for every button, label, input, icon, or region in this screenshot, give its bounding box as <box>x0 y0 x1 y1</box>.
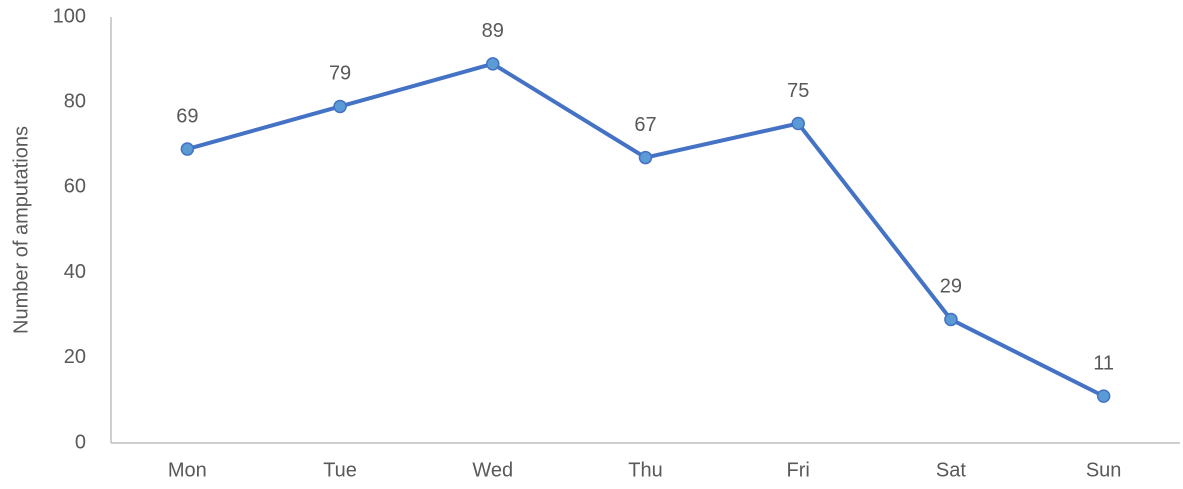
data-point <box>180 142 195 156</box>
data-label: 69 <box>176 105 198 127</box>
y-axis-title: Number of amputations <box>10 126 32 334</box>
data-label: 75 <box>787 80 809 102</box>
data-point <box>944 312 958 327</box>
data-label: 11 <box>1093 352 1114 374</box>
x-tick-label: Tue <box>323 459 357 481</box>
data-point <box>486 57 500 71</box>
x-tick-label: Sun <box>1086 459 1122 481</box>
x-tick-label: Thu <box>628 459 662 481</box>
y-tick-label: 0 <box>75 431 86 453</box>
data-label: 67 <box>634 114 656 136</box>
data-label: 89 <box>482 20 504 42</box>
y-tick-label: 100 <box>53 5 86 27</box>
data-point <box>333 99 347 114</box>
x-tick-label: Fri <box>787 459 810 481</box>
x-tick-label: Sat <box>936 459 966 481</box>
y-tick-label: 80 <box>64 90 86 112</box>
x-tick-label: Mon <box>168 459 207 481</box>
data-label: 79 <box>329 63 351 85</box>
data-point <box>791 116 805 131</box>
x-tick-label: Wed <box>472 459 513 481</box>
y-tick-label: 40 <box>64 261 86 283</box>
data-point <box>638 150 653 165</box>
data-label: 29 <box>940 276 962 298</box>
data-point <box>1096 389 1111 403</box>
y-tick-label: 20 <box>64 346 86 368</box>
y-tick-label: 60 <box>64 176 86 198</box>
